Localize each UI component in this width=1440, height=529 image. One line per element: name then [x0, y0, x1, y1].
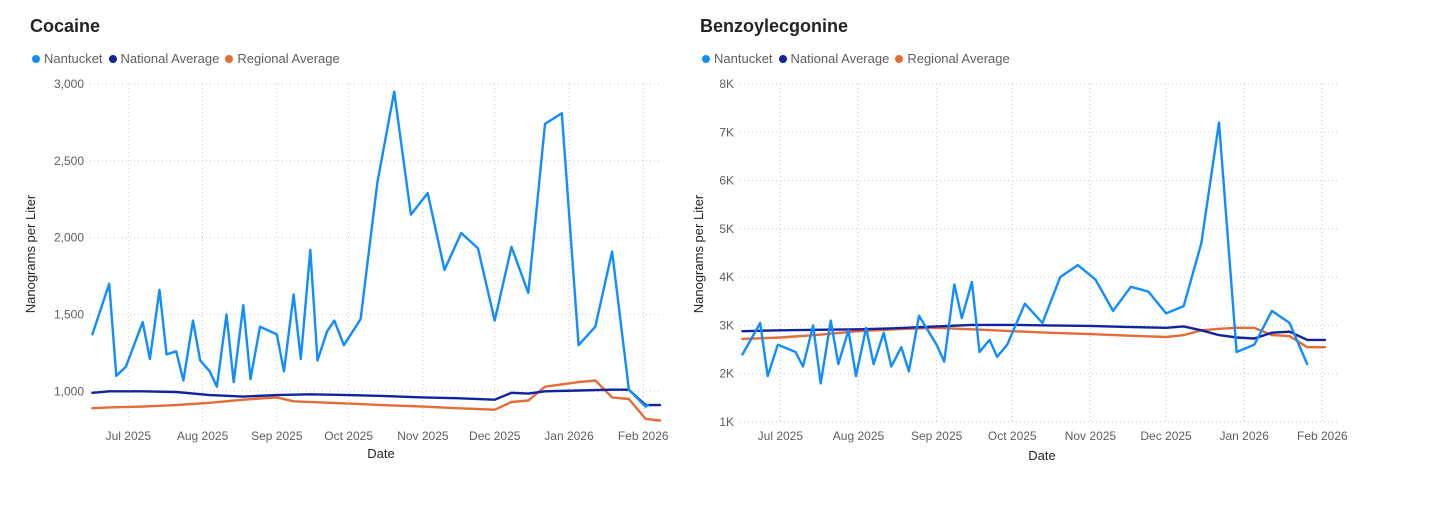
x-tick-label: Aug 2025 — [177, 429, 229, 443]
series-line-national-average — [741, 323, 1327, 342]
legend-dot-nantucket — [32, 54, 40, 63]
y-tick-label: 1,500 — [54, 307, 84, 321]
benzoylecgonine-line-chart[interactable]: 1K 2K 3K 4K 5K 6K 7K 8K Jul 2025 Aug 2025 Sep 2025… — [690, 0, 1390, 500]
benzoylecgonine-chart-panel: Benzoylecgonine Nantucket National Avera… — [690, 0, 1390, 500]
x-tick-label: Dec 2025 — [1140, 429, 1192, 443]
legend-dot-national-average — [108, 54, 117, 63]
x-tick-label: Nov 2025 — [1065, 429, 1117, 443]
y-tick-label: 4K — [719, 270, 734, 284]
x-tick-label: Sep 2025 — [251, 429, 303, 443]
y-tick-label: 3K — [719, 318, 734, 332]
legend-label: National Average — [120, 51, 220, 66]
legend-item-regional-average[interactable]: Regional Average — [225, 51, 340, 66]
legend-label: Nantucket — [44, 51, 103, 66]
legend-dot-nantucket — [702, 54, 710, 63]
series-line-nantucket — [741, 121, 1309, 385]
x-tick-label: Oct 2025 — [988, 429, 1037, 443]
x-tick-label: Feb 2026 — [1297, 429, 1348, 443]
cocaine-line-chart[interactable]: 1,000 1,500 2,000 2,500 3,000 Jul 2025 Aug 202… — [0, 0, 690, 500]
legend-item-national-average[interactable]: National Average — [778, 51, 890, 66]
legend-label: Regional Average — [237, 51, 340, 66]
x-tick-label: Nov 2025 — [397, 429, 449, 443]
x-tick-label: Oct 2025 — [324, 429, 373, 443]
y-tick-label: 2,000 — [54, 231, 84, 245]
y-axis-title: Nanograms per Liter — [691, 194, 706, 313]
x-axis-title: Date — [367, 446, 394, 461]
x-tick-label: Jan 2026 — [544, 429, 594, 443]
y-axis-title: Nanograms per Liter — [23, 194, 38, 313]
x-axis-title: Date — [1028, 448, 1055, 463]
cocaine-chart-panel: Cocaine Nantucket National Average Regio… — [0, 0, 690, 500]
series-line-regional-average — [91, 379, 662, 422]
series-line-national-average — [91, 388, 662, 407]
x-tick-label: Jan 2026 — [1220, 429, 1270, 443]
y-tick-label: 5K — [719, 222, 734, 236]
x-tick-label: Jul 2025 — [758, 429, 804, 443]
y-tick-label: 1K — [719, 415, 734, 429]
y-tick-label: 2K — [719, 367, 734, 381]
x-tick-label: Dec 2025 — [469, 429, 521, 443]
chart-legend: Nantucket National Average Regional Aver… — [32, 51, 346, 66]
series-line-regional-average — [741, 326, 1327, 349]
y-tick-label: 1,000 — [54, 384, 84, 398]
legend-item-regional-average[interactable]: Regional Average — [895, 51, 1010, 66]
x-tick-label: Jul 2025 — [106, 429, 152, 443]
legend-label: Regional Average — [907, 51, 1010, 66]
legend-label: National Average — [790, 51, 890, 66]
legend-item-nantucket[interactable]: Nantucket — [702, 51, 773, 66]
x-tick-label: Aug 2025 — [833, 429, 885, 443]
series-line-nantucket — [91, 90, 650, 408]
legend-item-nantucket[interactable]: Nantucket — [32, 51, 103, 66]
legend-dot-national-average — [778, 54, 787, 63]
legend-dot-regional-average — [895, 54, 904, 63]
x-tick-label: Sep 2025 — [911, 429, 963, 443]
legend-label: Nantucket — [714, 51, 773, 66]
y-tick-label: 2,500 — [54, 154, 84, 168]
y-tick-label: 6K — [719, 174, 734, 188]
legend-dot-regional-average — [225, 54, 234, 63]
legend-item-national-average[interactable]: National Average — [108, 51, 220, 66]
y-tick-label: 7K — [719, 125, 734, 139]
chart-legend: Nantucket National Average Regional Aver… — [702, 51, 1016, 66]
chart-title: Benzoylecgonine — [700, 16, 849, 36]
chart-title: Cocaine — [30, 16, 101, 36]
y-tick-label: 3,000 — [54, 77, 84, 91]
x-tick-label: Feb 2026 — [618, 429, 669, 443]
y-tick-label: 8K — [719, 77, 734, 91]
